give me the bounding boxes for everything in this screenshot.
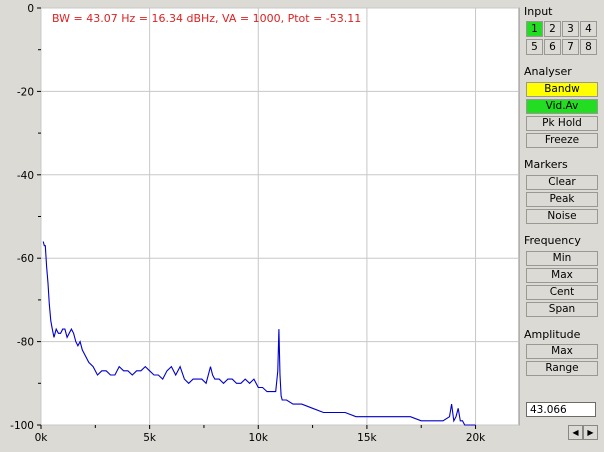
triangle-left-icon[interactable]: ◀ [568, 425, 583, 440]
y-tick-label: 0 [27, 3, 34, 15]
bandw-button[interactable]: Bandw [526, 82, 598, 97]
x-tick-label: 5k [143, 432, 157, 444]
input-button-7[interactable]: 7 [562, 39, 579, 55]
status-line: BW = 43.07 Hz = 16.34 dBHz, VA = 1000, P… [52, 12, 362, 25]
analyser-section-title: Analyser [524, 65, 572, 78]
y-tick-label: -80 [17, 337, 34, 349]
markers-peak-button[interactable]: Peak [526, 192, 598, 207]
input-button-1[interactable]: 1 [526, 21, 543, 37]
input-button-3[interactable]: 3 [562, 21, 579, 37]
pk-hold-button[interactable]: Pk Hold [526, 116, 598, 131]
input-section-title: Input [524, 5, 553, 18]
markers-clear-button[interactable]: Clear [526, 175, 598, 190]
spectrum-trace [42, 241, 476, 426]
x-tick-label: 10k [249, 432, 269, 444]
markers-noise-button[interactable]: Noise [526, 209, 598, 224]
y-tick-label: -40 [17, 170, 34, 182]
x-tick-label: 20k [466, 432, 486, 444]
x-tick-label: 0k [35, 432, 49, 444]
value-field[interactable]: 43.066 [526, 402, 596, 417]
amplitude-range-button[interactable]: Range [526, 361, 598, 376]
input-button-4[interactable]: 4 [580, 21, 597, 37]
axis-ticks: 0k 5k 10k 15k 20k 0 -20 -40 -60 -80 -100 [10, 3, 486, 444]
input-button-6[interactable]: 6 [544, 39, 561, 55]
spectrum-plot: 0k 5k 10k 15k 20k 0 -20 -40 -60 -80 -100 BW = 43.0… [10, 3, 520, 444]
spectrum-chart: 0k 5k 10k 15k 20k 0 -20 -40 -60 -80 -100 [10, 3, 520, 444]
frequency-max-button[interactable]: Max [526, 268, 598, 283]
x-tick-label: 15k [357, 432, 377, 444]
frequency-cent-button[interactable]: Cent [526, 285, 598, 300]
freeze-button[interactable]: Freeze [526, 133, 598, 148]
vid-av-button[interactable]: Vid.Av [526, 99, 598, 114]
grid [40, 7, 519, 426]
amplitude-section-title: Amplitude [524, 328, 581, 341]
frequency-min-button[interactable]: Min [526, 251, 598, 266]
amplitude-max-button[interactable]: Max [526, 344, 598, 359]
input-button-5[interactable]: 5 [526, 39, 543, 55]
y-tick-label: -100 [10, 420, 34, 432]
input-button-2[interactable]: 2 [544, 21, 561, 37]
y-tick-label: -20 [17, 86, 34, 98]
frequency-section-title: Frequency [524, 234, 581, 247]
markers-section-title: Markers [524, 158, 568, 171]
y-tick-label: -60 [17, 253, 34, 265]
triangle-right-icon[interactable]: ▶ [583, 425, 598, 440]
frequency-span-button[interactable]: Span [526, 302, 598, 317]
input-button-8[interactable]: 8 [580, 39, 597, 55]
